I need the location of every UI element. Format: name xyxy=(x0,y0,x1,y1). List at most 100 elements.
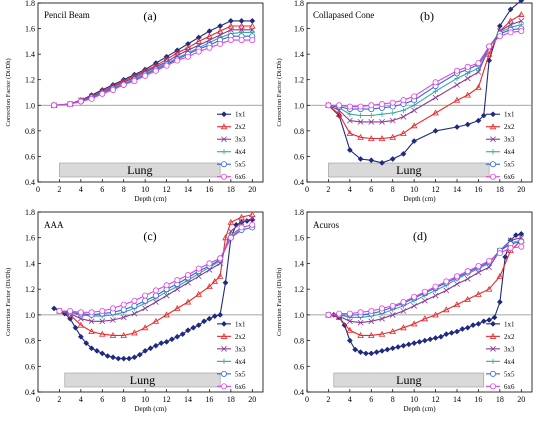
data-point xyxy=(411,102,417,108)
data-point xyxy=(131,329,138,336)
data-point xyxy=(110,354,116,361)
data-point xyxy=(475,320,482,327)
legend-marker xyxy=(489,370,496,377)
data-point xyxy=(206,260,213,267)
data-point xyxy=(217,40,224,47)
legend-item-3x3: 3x3 xyxy=(486,136,515,144)
data-point xyxy=(88,345,95,352)
data-point xyxy=(378,135,386,142)
legend-item-6x6: 6x6 xyxy=(486,383,515,391)
data-point xyxy=(131,354,138,361)
x-tick-label: 14 xyxy=(453,185,461,194)
data-point xyxy=(131,77,138,84)
data-point xyxy=(77,309,84,316)
data-point xyxy=(142,347,149,354)
data-point xyxy=(67,101,74,108)
legend-marker xyxy=(489,173,496,180)
x-tick-label: 20 xyxy=(248,185,256,194)
data-point xyxy=(464,75,471,82)
data-point xyxy=(206,315,213,322)
data-point xyxy=(411,93,418,100)
y-tick-label: 0.6 xyxy=(25,362,35,371)
data-point xyxy=(464,324,471,331)
data-point xyxy=(400,150,407,157)
data-point xyxy=(179,331,186,338)
data-point xyxy=(400,298,407,305)
x-tick-label: 16 xyxy=(474,185,482,194)
chart-title: AAA xyxy=(44,220,64,230)
data-point xyxy=(341,322,348,329)
legend-label: 1x1 xyxy=(504,320,515,328)
data-point xyxy=(195,37,202,44)
data-point xyxy=(352,346,359,353)
data-point xyxy=(368,119,375,125)
data-point xyxy=(475,290,482,297)
data-point xyxy=(147,345,154,352)
legend-label: 3x3 xyxy=(235,345,246,353)
data-point xyxy=(411,138,418,145)
data-point xyxy=(249,211,256,218)
series-6x6 xyxy=(51,37,256,109)
legend-item-4x4: 4x4 xyxy=(486,358,515,366)
legend-label: 4x4 xyxy=(235,148,246,156)
data-point xyxy=(507,29,514,36)
data-point xyxy=(432,127,439,134)
x-tick-label: 8 xyxy=(391,185,395,194)
x-axis-label: Depth (cm) xyxy=(403,195,436,203)
data-point xyxy=(217,255,224,262)
data-point xyxy=(432,292,439,299)
data-point xyxy=(357,112,364,119)
data-point xyxy=(437,333,444,340)
legend-item-6x6: 6x6 xyxy=(217,383,246,391)
data-point xyxy=(432,79,439,86)
data-point xyxy=(443,306,450,313)
data-point xyxy=(238,213,245,220)
data-point xyxy=(475,83,482,90)
data-point xyxy=(379,159,385,166)
data-point xyxy=(67,307,74,314)
data-point xyxy=(201,318,208,325)
data-point xyxy=(454,124,460,130)
legend-label: 6x6 xyxy=(235,383,246,391)
y-tick-label: 1.2 xyxy=(294,285,304,294)
data-point xyxy=(421,297,428,304)
legend-item-4x4: 4x4 xyxy=(217,148,246,156)
y-tick-label: 1.6 xyxy=(25,25,35,34)
y-axis-label: Correction Factor (Di/Dh) xyxy=(5,268,12,336)
x-tick-label: 6 xyxy=(369,395,373,404)
data-point xyxy=(389,328,396,335)
legend-item-4x4: 4x4 xyxy=(486,148,515,156)
data-point xyxy=(120,355,127,362)
data-point xyxy=(432,94,439,101)
data-point xyxy=(249,215,256,222)
data-point xyxy=(238,224,245,231)
lung-region-box xyxy=(328,162,490,178)
data-point xyxy=(346,103,353,110)
x-tick-label: 18 xyxy=(227,395,235,404)
data-point xyxy=(454,328,460,335)
data-point xyxy=(77,333,84,340)
data-point xyxy=(77,98,84,105)
legend-label: 1x1 xyxy=(235,320,246,328)
data-point xyxy=(368,350,375,357)
x-tick-label: 18 xyxy=(496,185,504,194)
legend-marker xyxy=(220,173,227,180)
y-tick-label: 1.8 xyxy=(25,0,35,8)
data-point xyxy=(152,287,159,294)
legend-item-1x1: 1x1 xyxy=(486,111,515,119)
data-point xyxy=(518,0,525,4)
data-point xyxy=(77,315,84,322)
x-tick-label: 8 xyxy=(122,185,126,194)
chart-panel-d: Lung 0 2 4 6 8 10 12 14 16 18 20 0.4 0.6 0.8 1.0 1.2 1.4 1… xyxy=(276,208,533,413)
data-point xyxy=(346,129,354,136)
data-point xyxy=(346,117,353,124)
x-tick-label: 2 xyxy=(57,185,61,194)
x-tick-label: 16 xyxy=(205,395,213,404)
data-point xyxy=(88,95,95,102)
legend-marker xyxy=(221,136,227,143)
data-point xyxy=(88,309,95,316)
data-point xyxy=(368,112,374,119)
data-point xyxy=(400,308,407,314)
legend-label: 6x6 xyxy=(504,383,515,391)
data-point xyxy=(346,147,353,153)
